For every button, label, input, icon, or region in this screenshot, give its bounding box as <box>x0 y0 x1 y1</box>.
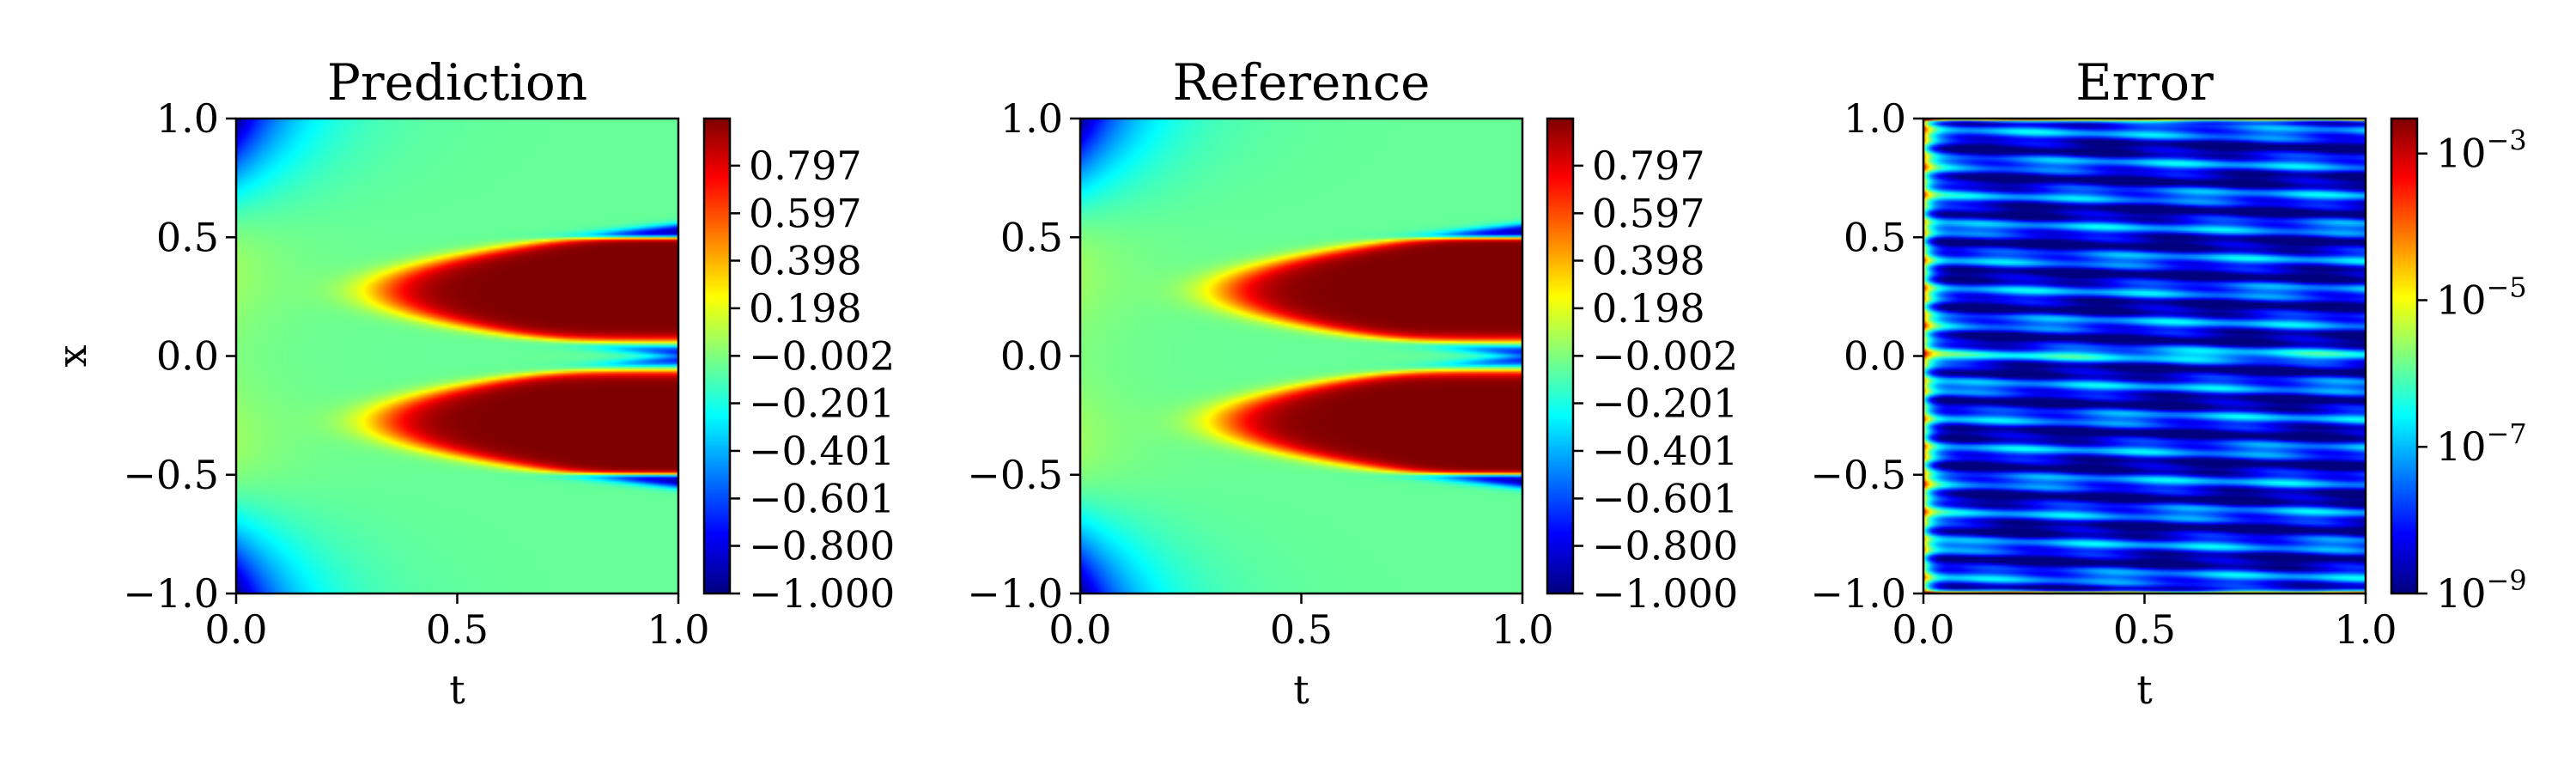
y-tick-label: 0.5 <box>156 214 219 260</box>
colorbar-tick-label: 0.398 <box>749 237 862 283</box>
y-tick-label: −1.0 <box>123 570 219 617</box>
colorbar-tick-label: −0.601 <box>749 475 895 521</box>
x-axis-label: t <box>449 666 465 713</box>
colorbar-tick-label: −0.201 <box>749 380 895 427</box>
heatmap-image <box>1923 119 2366 593</box>
panel-error: Error 0.0 0.5 1.0 t −1.0 −0.5 0.0 0.5 1.0 10−3 10−5… <box>1810 53 2526 713</box>
chart-title: Reference <box>1173 53 1431 112</box>
colorbar: 10−3 10−5 10−7 10−9 <box>2390 117 2527 617</box>
y-tick-label: 1.0 <box>156 95 219 142</box>
colorbar-tick-label: 10−7 <box>2436 417 2527 470</box>
y-axis-label: x <box>49 344 95 367</box>
x-tick-label: 1.0 <box>1491 606 1553 653</box>
colorbar-frame <box>2390 117 2419 595</box>
y-tick-label: 0.0 <box>1844 333 1906 380</box>
colorbar-tick-label: 0.797 <box>749 143 862 189</box>
x-axis-label: t <box>1293 666 1309 713</box>
y-tick-label: 0.0 <box>1000 333 1063 380</box>
colorbar-tick-label: −0.401 <box>1592 428 1738 474</box>
colorbar-tick-label: −1.000 <box>749 570 895 617</box>
colorbar-tick-label: −0.601 <box>1592 475 1738 521</box>
colorbar-tick-label: −0.201 <box>1592 380 1738 427</box>
colorbar-tick-label: 10−9 <box>2436 564 2527 617</box>
x-tick-label: 0.5 <box>1270 606 1333 653</box>
panel-prediction: Prediction 0.0 0.5 1.0 t −1.0 −0.5 0.0 0.5 1.0 x 0.… <box>49 53 895 713</box>
x-tick-label: 1.0 <box>2334 606 2397 653</box>
colorbar-tick-label: 0.198 <box>749 285 862 332</box>
heatmap-image <box>236 119 678 593</box>
y-tick-label: −0.5 <box>967 452 1063 498</box>
chart-title: Prediction <box>327 53 587 112</box>
x-tick-label: 0.5 <box>2113 606 2176 653</box>
x-tick-label: 0.0 <box>204 606 267 653</box>
y-tick-label: 1.0 <box>1844 95 1906 142</box>
y-tick-label: −1.0 <box>1810 570 1906 617</box>
y-tick-label: −1.0 <box>967 570 1063 617</box>
colorbar-tick-label: −0.002 <box>749 332 895 379</box>
colorbar: 0.7970.5970.3980.198−0.002−0.201−0.401−0… <box>702 117 895 617</box>
y-tick-label: 0.5 <box>1844 214 1906 260</box>
colorbar-gradient <box>2391 119 2417 593</box>
colorbar-tick-label: −0.401 <box>749 428 895 474</box>
colorbar-tick-label: 0.597 <box>1592 190 1705 236</box>
colorbar: 0.7970.5970.3980.198−0.002−0.201−0.401−0… <box>1546 117 1738 617</box>
x-tick-label: 0.0 <box>1892 606 1954 653</box>
colorbar-tick-label: 0.398 <box>1592 237 1705 283</box>
y-tick-label: −0.5 <box>1810 452 1906 498</box>
y-tick-label: 0.5 <box>1000 214 1063 260</box>
colorbar-tick-label: 10−5 <box>2436 271 2527 323</box>
colorbar-tick-label: −0.800 <box>749 523 895 569</box>
colorbar-tick-label: 0.597 <box>749 190 862 236</box>
colorbar-tick-label: 10−3 <box>2436 125 2527 177</box>
colorbar-gradient <box>704 119 730 593</box>
y-tick-label: 1.0 <box>1000 95 1063 142</box>
x-tick-label: 1.0 <box>647 606 709 653</box>
x-tick-label: 0.0 <box>1048 606 1111 653</box>
colorbar-tick-label: 0.198 <box>1592 285 1705 332</box>
colorbar-tick-label: −0.800 <box>1592 523 1738 569</box>
colorbar-tick-label: 0.797 <box>1592 143 1705 189</box>
heatmap-image <box>1080 119 1522 593</box>
colorbar-tick-label: −0.002 <box>1592 332 1738 379</box>
y-tick-label: −0.5 <box>123 452 219 498</box>
x-axis-label: t <box>2136 666 2153 713</box>
x-tick-label: 0.5 <box>426 606 489 653</box>
y-tick-label: 0.0 <box>156 333 219 380</box>
chart-title: Error <box>2075 53 2214 112</box>
colorbar-tick-label: −1.000 <box>1592 570 1738 617</box>
colorbar-gradient <box>1547 119 1573 593</box>
